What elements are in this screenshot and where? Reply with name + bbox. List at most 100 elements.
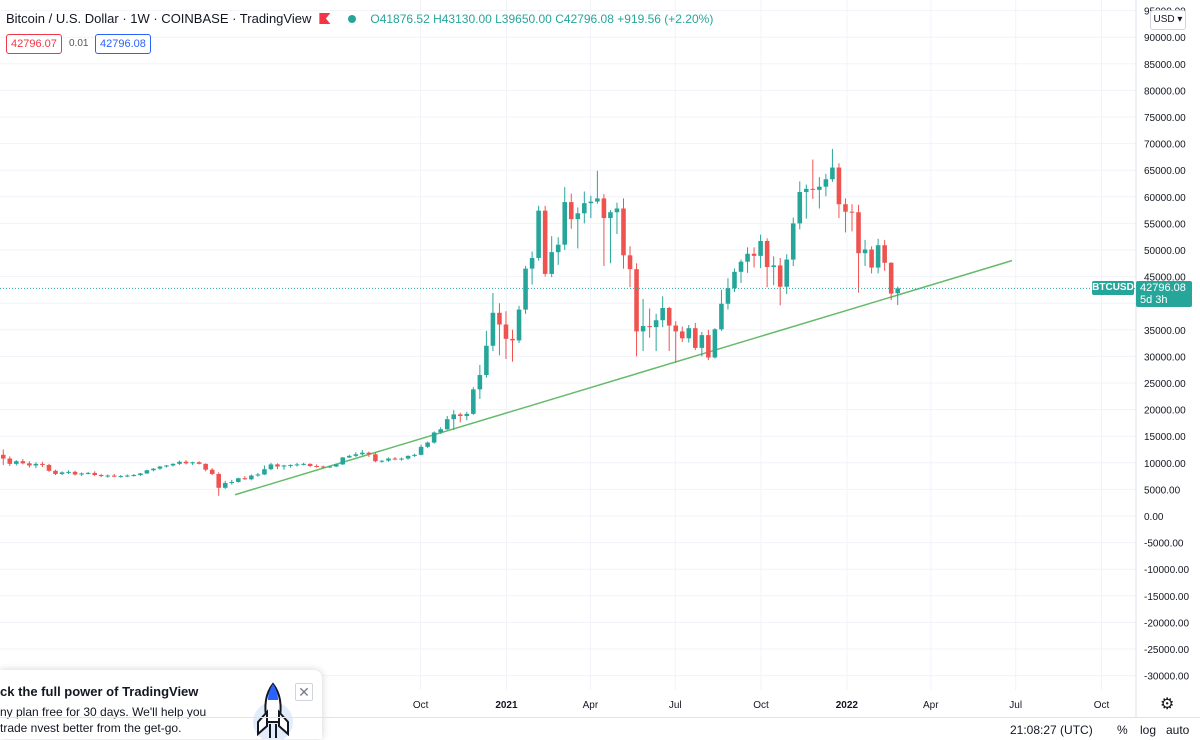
candle-body — [79, 473, 84, 475]
candle — [764, 238, 770, 288]
candle-body — [327, 466, 332, 468]
candle — [784, 254, 789, 295]
log-toggle[interactable]: log — [1140, 723, 1157, 737]
candle-body — [771, 265, 776, 268]
candle — [190, 461, 195, 465]
candle-body — [314, 465, 319, 467]
buy-price-button[interactable]: 42796.08 — [95, 34, 151, 54]
candle — [745, 247, 750, 273]
candle — [327, 465, 332, 469]
candle — [555, 237, 561, 265]
last-price-label: 42796.08 5d 3h — [1136, 281, 1192, 308]
candle — [379, 460, 385, 463]
candle-body — [693, 328, 698, 348]
candle-body — [66, 471, 71, 473]
price-tick-label: 65000.00 — [1144, 166, 1186, 177]
price-tick-label: -15000.00 — [1144, 592, 1189, 603]
price-tick-label: 60000.00 — [1144, 193, 1186, 204]
candle-body — [895, 288, 900, 294]
candle-body — [40, 463, 45, 465]
candle-body — [686, 328, 692, 339]
close-icon[interactable]: ✕ — [295, 683, 313, 701]
candle-body — [27, 463, 32, 466]
candle — [294, 462, 300, 467]
candle-body — [209, 469, 215, 474]
candle — [751, 247, 757, 268]
candle — [634, 263, 639, 357]
candle-body — [418, 446, 424, 455]
auto-toggle[interactable]: auto — [1166, 723, 1190, 737]
candle-body — [320, 466, 326, 468]
candle-body — [666, 307, 672, 326]
currency-select[interactable]: USD ▾ — [1150, 10, 1186, 30]
candle-body — [777, 265, 783, 287]
candle — [183, 460, 189, 465]
candle — [373, 452, 378, 463]
percent-toggle[interactable]: % — [1117, 723, 1128, 737]
candle-body — [275, 464, 280, 467]
candle — [46, 463, 52, 472]
candle — [647, 308, 652, 338]
candle — [418, 444, 424, 456]
candle — [366, 451, 372, 457]
candle-body — [144, 470, 150, 474]
time-tick-label: Oct — [753, 700, 769, 711]
candle-body — [738, 261, 744, 272]
price-tick-label: -20000.00 — [1144, 618, 1189, 629]
candle-body — [268, 464, 274, 470]
candle-body — [0, 454, 6, 459]
gear-icon[interactable]: ⚙ — [1160, 696, 1175, 713]
trendline[interactable] — [234, 259, 1013, 496]
candle — [542, 205, 548, 277]
symbol-title[interactable]: Bitcoin / U.S. Dollar · 1W · COINBASE · … — [6, 11, 312, 26]
chart-legend: Bitcoin / U.S. Dollar · 1W · COINBASE · … — [6, 11, 713, 26]
candle-body — [725, 288, 731, 304]
candle-body — [477, 375, 483, 390]
candle-body — [183, 461, 189, 464]
candle — [882, 239, 887, 271]
candle-body — [72, 471, 78, 475]
candle-body — [484, 345, 489, 376]
candle-body — [353, 454, 359, 456]
candle-body — [614, 208, 620, 213]
candle — [79, 472, 84, 477]
time-tick-label: 2021 — [495, 700, 518, 711]
time-tick-label: Apr — [923, 700, 939, 711]
candle-body — [764, 240, 770, 268]
price-tick-label: 90000.00 — [1144, 33, 1186, 44]
price-tick-label: 35000.00 — [1144, 326, 1186, 337]
candle — [777, 257, 783, 306]
sell-price-button[interactable]: 42796.07 — [6, 34, 62, 54]
candle — [262, 465, 267, 476]
candle — [510, 329, 515, 362]
candle — [66, 470, 71, 474]
candle-body — [706, 335, 711, 358]
candle-body — [497, 312, 502, 325]
candle — [53, 469, 58, 476]
candle — [59, 471, 65, 476]
candle — [869, 246, 874, 274]
candle-body — [347, 455, 352, 458]
candle — [281, 464, 287, 470]
candle — [203, 463, 208, 472]
candle — [209, 468, 215, 476]
utc-clock[interactable]: 21:08:27 (UTC) — [1010, 723, 1093, 737]
candle — [693, 322, 698, 351]
candle-body — [562, 202, 568, 245]
candle-body — [131, 475, 137, 477]
flag-icon[interactable] — [319, 13, 331, 24]
candle-body — [536, 210, 541, 258]
candle — [399, 457, 404, 461]
candle-body — [471, 389, 476, 414]
candle — [673, 321, 679, 363]
candle-body — [236, 478, 241, 482]
candle — [862, 239, 868, 266]
candle-body — [92, 472, 97, 476]
candle-body — [288, 464, 293, 466]
candle — [771, 256, 776, 286]
candle — [431, 431, 437, 444]
price-tick-label: 15000.00 — [1144, 432, 1186, 443]
ohlc-values: O41876.52 H43130.00 L39650.00 C42796.08 … — [370, 11, 714, 26]
candle-body — [856, 212, 861, 254]
